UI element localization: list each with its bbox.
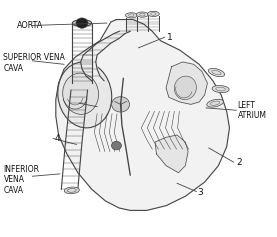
Text: 1: 1 [167,33,173,42]
Text: INFERIOR
VENA
CAVA: INFERIOR VENA CAVA [3,165,39,195]
Ellipse shape [63,73,99,114]
Polygon shape [56,19,229,210]
Text: LEFT
ATRIUM: LEFT ATRIUM [238,100,267,120]
Circle shape [76,18,88,28]
Text: 2: 2 [236,158,242,167]
Polygon shape [155,135,188,173]
Ellipse shape [207,99,224,107]
Ellipse shape [147,11,159,17]
Polygon shape [166,62,207,104]
Ellipse shape [212,86,229,93]
Ellipse shape [64,187,79,194]
Ellipse shape [125,13,137,18]
Text: 4: 4 [55,134,60,143]
Text: 3: 3 [198,188,204,197]
Circle shape [111,141,121,150]
Text: 5: 5 [79,99,85,108]
Text: SUPERIOR VENA
CAVA: SUPERIOR VENA CAVA [3,53,65,73]
Ellipse shape [112,97,130,112]
Ellipse shape [174,76,196,100]
Ellipse shape [58,62,112,128]
Ellipse shape [137,12,148,17]
Text: AORTA: AORTA [17,21,43,30]
Ellipse shape [208,68,225,77]
Ellipse shape [72,20,92,26]
